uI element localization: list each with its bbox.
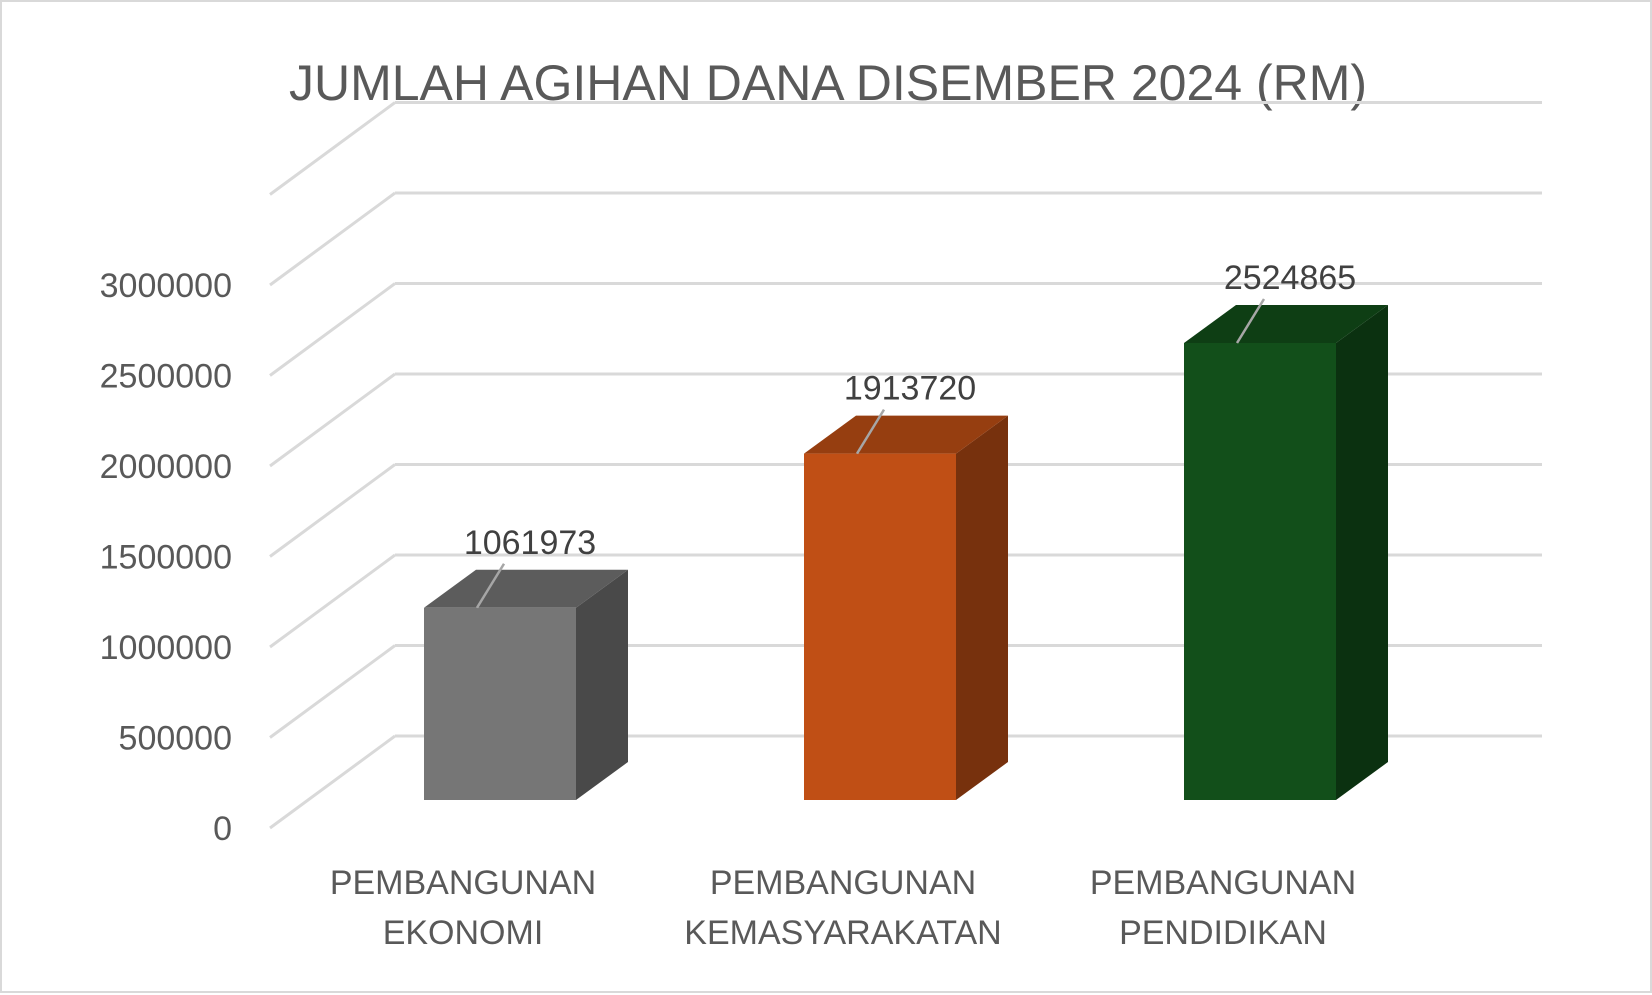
data-labels: 1061973 1913720 2524865 — [464, 259, 1356, 609]
gridline-side — [269, 282, 396, 377]
y-axis-ticks: 0 500000 1000000 1500000 2000000 2500000 30000… — [100, 267, 232, 848]
bar-front-face — [424, 607, 576, 800]
category-label: EKONOMI — [383, 914, 544, 952]
gridline-side — [269, 463, 396, 558]
data-label: 1061973 — [464, 524, 596, 562]
data-label-leader — [855, 408, 886, 455]
category-label: KEMASYARAKATAN — [684, 914, 1001, 952]
category-label: PEMBANGUNAN — [710, 864, 976, 902]
category-label: PENDIDIKAN — [1119, 914, 1327, 952]
bar-side-face — [1336, 304, 1388, 800]
bar-front-face — [1184, 342, 1336, 800]
data-label: 2524865 — [1224, 259, 1356, 297]
gridline-side — [269, 372, 396, 468]
bar-side-face — [576, 569, 628, 800]
bar-top-face — [1184, 304, 1388, 343]
y-tick-label: 2500000 — [100, 358, 232, 396]
x-axis-categories: PEMBANGUNAN EKONOMI PEMBANGUNAN KEMASYARAKA… — [330, 864, 1356, 952]
y-tick-label: 500000 — [119, 720, 232, 758]
bars — [424, 304, 1388, 800]
data-label: 1913720 — [844, 370, 976, 408]
y-tick-label: 2000000 — [100, 448, 232, 486]
gridline-side — [269, 734, 396, 830]
y-tick-label: 0 — [213, 810, 232, 848]
bar — [424, 569, 628, 800]
gridline-side — [269, 191, 396, 287]
data-label-leader — [1235, 298, 1266, 344]
data-label-leader — [475, 563, 506, 609]
bar — [1184, 304, 1388, 800]
bar-top-face — [424, 569, 628, 608]
gridline-side — [269, 101, 396, 196]
bar-side-face — [956, 415, 1008, 800]
y-tick-label: 3000000 — [100, 267, 232, 305]
bar-front-face — [804, 453, 956, 800]
gridline-side — [269, 644, 396, 739]
y-tick-label: 1000000 — [100, 629, 232, 667]
bar-top-face — [804, 415, 1008, 454]
y-tick-label: 1500000 — [100, 539, 232, 577]
bar — [804, 415, 1008, 800]
category-label: PEMBANGUNAN — [330, 864, 596, 902]
gridline-side — [269, 553, 396, 649]
category-label: PEMBANGUNAN — [1090, 864, 1356, 902]
